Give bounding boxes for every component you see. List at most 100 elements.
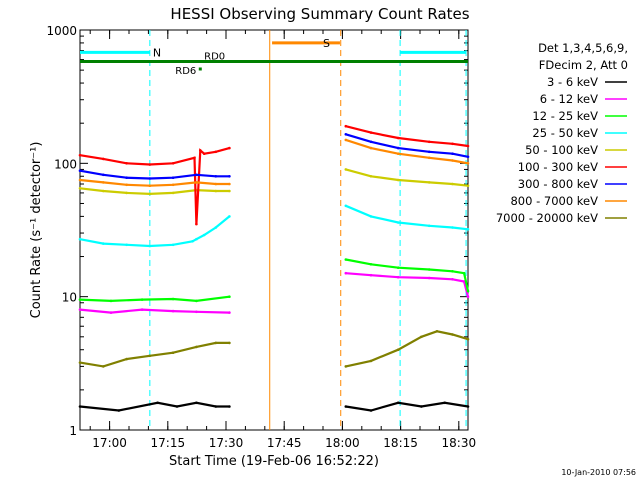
data-point bbox=[214, 175, 218, 178]
data-point bbox=[148, 184, 152, 187]
data-point bbox=[396, 348, 400, 352]
data-point bbox=[466, 144, 470, 148]
data-point bbox=[214, 226, 218, 229]
data-point bbox=[228, 175, 231, 178]
data-point bbox=[140, 298, 144, 301]
data-point bbox=[451, 270, 454, 273]
data-point bbox=[396, 178, 400, 182]
x-tick-label: 17:30 bbox=[209, 436, 244, 450]
data-point bbox=[228, 405, 231, 408]
series-line-6-seg-0 bbox=[79, 169, 230, 180]
data-point bbox=[148, 192, 152, 196]
data-point bbox=[199, 149, 202, 152]
x-axis-label: Start Time (19-Feb-06 16:52:22) bbox=[169, 454, 379, 469]
data-point bbox=[191, 240, 194, 243]
x-tick-label: 18:15 bbox=[383, 436, 418, 450]
data-point bbox=[195, 345, 198, 349]
data-point bbox=[175, 405, 179, 408]
data-point bbox=[451, 152, 454, 155]
series-line-2-seg-0 bbox=[79, 295, 230, 303]
data-point bbox=[396, 266, 400, 270]
data-point bbox=[228, 311, 231, 314]
data-point bbox=[466, 228, 470, 231]
data-point bbox=[228, 215, 231, 218]
data-point bbox=[125, 162, 128, 165]
data-point bbox=[195, 222, 198, 226]
legend-entry-label: 25 - 50 keV bbox=[532, 126, 598, 140]
data-point bbox=[228, 189, 231, 193]
data-point bbox=[427, 224, 431, 228]
legend-entry-label: 6 - 12 keV bbox=[540, 92, 598, 106]
series-line-3-seg-1 bbox=[345, 204, 469, 231]
series-line-6-seg-1 bbox=[345, 133, 469, 158]
data-point bbox=[102, 173, 105, 177]
data-point bbox=[344, 133, 348, 136]
data-point bbox=[102, 157, 105, 161]
data-point bbox=[102, 181, 105, 184]
plot-frame bbox=[79, 29, 469, 431]
annotation-RD6-marker bbox=[198, 67, 202, 71]
data-point bbox=[420, 335, 423, 339]
data-point bbox=[396, 146, 400, 150]
data-point bbox=[78, 298, 82, 301]
data-point bbox=[125, 191, 128, 195]
data-point bbox=[451, 182, 454, 186]
annotation-S-label: S bbox=[323, 37, 330, 50]
series-line-4-seg-0 bbox=[79, 187, 230, 196]
data-point bbox=[466, 405, 470, 408]
data-point bbox=[228, 146, 231, 150]
data-point bbox=[171, 191, 175, 195]
series-line-8-seg-1 bbox=[345, 330, 469, 368]
legend-entry-label: 3 - 6 keV bbox=[547, 75, 598, 89]
legend-entry-label: 300 - 800 keV bbox=[518, 177, 598, 191]
data-point bbox=[102, 242, 105, 245]
data-point bbox=[109, 299, 113, 303]
data-point bbox=[214, 189, 218, 193]
data-point bbox=[466, 155, 470, 159]
data-point bbox=[78, 361, 82, 364]
x-tick-label: 18:00 bbox=[325, 436, 360, 450]
data-point bbox=[369, 273, 373, 277]
data-point bbox=[109, 311, 113, 314]
data-point bbox=[451, 142, 454, 146]
data-point bbox=[466, 162, 470, 165]
y-axis-label: Count Rate (s⁻¹ detector⁻¹) bbox=[29, 142, 44, 319]
data-point bbox=[171, 183, 175, 187]
data-point bbox=[443, 401, 447, 405]
chart-title: HESSI Observing Summary Count Rates bbox=[170, 5, 469, 23]
series-line-0-seg-0 bbox=[79, 401, 230, 412]
data-point bbox=[171, 351, 175, 355]
y-tick-label: 100 bbox=[54, 157, 77, 171]
data-point bbox=[171, 243, 175, 247]
data-point bbox=[344, 204, 348, 208]
series-line-7-seg-1 bbox=[345, 138, 469, 165]
y-tick-label: 1 bbox=[69, 424, 77, 438]
data-point bbox=[369, 409, 373, 412]
data-point bbox=[396, 136, 400, 140]
data-point bbox=[193, 156, 196, 160]
data-point bbox=[171, 176, 175, 179]
data-point bbox=[125, 176, 128, 179]
data-point bbox=[214, 341, 218, 345]
data-point bbox=[427, 156, 431, 160]
data-point bbox=[228, 341, 231, 345]
data-point bbox=[466, 337, 470, 341]
data-point bbox=[396, 275, 400, 279]
data-point bbox=[214, 150, 218, 154]
data-point bbox=[140, 308, 144, 311]
series-line-0-seg-1 bbox=[345, 401, 469, 412]
data-point bbox=[102, 189, 105, 193]
data-point bbox=[202, 233, 206, 237]
series-line-3-seg-0 bbox=[79, 215, 231, 248]
data-point bbox=[195, 401, 198, 405]
data-point bbox=[466, 289, 470, 293]
data-point bbox=[148, 163, 152, 166]
data-point bbox=[427, 140, 431, 144]
data-point bbox=[369, 140, 373, 144]
data-point bbox=[125, 183, 128, 187]
data-point bbox=[171, 162, 175, 165]
data-point bbox=[435, 330, 439, 333]
data-point bbox=[195, 237, 198, 241]
data-point bbox=[102, 365, 105, 368]
